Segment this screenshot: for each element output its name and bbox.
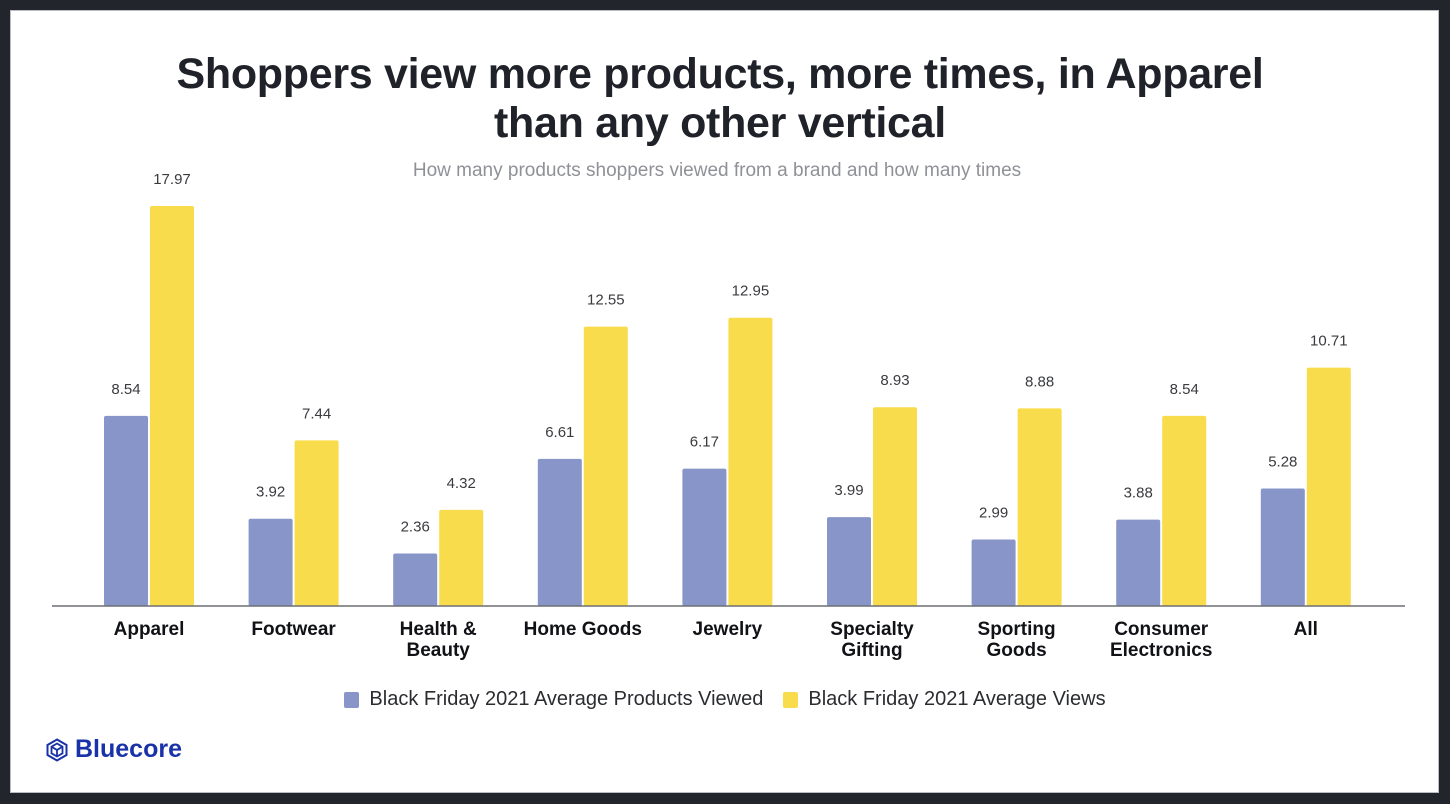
bar-views xyxy=(1162,415,1207,606)
data-label: 4.32 xyxy=(447,475,476,492)
bar-views xyxy=(150,206,194,606)
legend: Black Friday 2021 Average Products Viewe… xyxy=(0,688,1450,711)
bar-views xyxy=(873,407,917,606)
bar-views xyxy=(439,509,484,606)
bar-views xyxy=(728,317,773,606)
data-label: 6.17 xyxy=(690,434,719,451)
bar-views xyxy=(1306,367,1351,606)
bar-products-viewed xyxy=(104,415,148,606)
x-tick-label: Specialty xyxy=(830,619,914,640)
legend-item-views: Black Friday 2021 Average Views xyxy=(783,688,1106,711)
x-tick-label: Apparel xyxy=(114,619,185,640)
data-label: 5.28 xyxy=(1268,453,1297,470)
bar-views xyxy=(583,326,628,606)
bar-views xyxy=(1017,408,1062,606)
cube-icon xyxy=(46,737,68,762)
data-label: 3.92 xyxy=(256,484,285,501)
legend-label-views: Black Friday 2021 Average Views xyxy=(808,688,1106,710)
x-tick-label: Health & xyxy=(400,619,477,640)
legend-swatch-products-viewed xyxy=(344,691,360,708)
bar-products-viewed xyxy=(537,458,582,606)
legend-label-products-viewed: Black Friday 2021 Average Products Viewe… xyxy=(369,688,764,710)
data-label: 3.99 xyxy=(834,482,863,499)
bar-products-viewed xyxy=(1260,488,1305,606)
data-label: 17.97 xyxy=(153,171,191,188)
data-label: 10.71 xyxy=(1310,333,1348,350)
chart-subtitle: How many products shoppers viewed from a… xyxy=(412,160,1022,181)
x-tick-label: Gifting xyxy=(841,640,902,661)
x-tick-label: Jewelry xyxy=(693,619,763,640)
data-label: 8.93 xyxy=(880,372,909,389)
data-label: 2.99 xyxy=(979,504,1008,521)
x-tick-label: Consumer xyxy=(1114,619,1209,640)
data-label: 12.95 xyxy=(732,283,770,300)
data-label: 12.55 xyxy=(587,292,625,309)
bar-products-viewed xyxy=(827,517,871,606)
legend-item-products-viewed: Black Friday 2021 Average Products Viewe… xyxy=(344,688,763,711)
bar-products-viewed xyxy=(248,518,293,606)
bar-views xyxy=(294,440,339,606)
chart-title: Shoppers view more products, more times,… xyxy=(0,50,1440,148)
bar-products-viewed xyxy=(971,539,1016,606)
x-tick-label: Footwear xyxy=(251,619,336,640)
title-line-1: Shoppers view more products, more times,… xyxy=(176,50,1264,98)
data-label: 2.36 xyxy=(401,518,430,535)
x-tick-label: All xyxy=(1294,619,1318,640)
x-tick-label: Electronics xyxy=(1110,640,1212,661)
bar-products-viewed xyxy=(1116,519,1161,606)
x-tick-label: Sporting xyxy=(978,619,1056,640)
logo-text: Bluecore xyxy=(75,735,182,763)
chart-panel xyxy=(10,10,1439,793)
data-label: 6.61 xyxy=(545,424,574,441)
legend-swatch-views xyxy=(783,691,799,708)
bar-products-viewed xyxy=(393,553,438,606)
title-line-2: than any other vertical xyxy=(494,99,946,147)
data-label: 3.88 xyxy=(1124,485,1153,502)
data-label: 8.54 xyxy=(1170,381,1199,398)
bluecore-logo: Bluecore xyxy=(45,735,182,764)
data-label: 8.54 xyxy=(111,381,140,398)
x-tick-label: Goods xyxy=(987,640,1047,661)
x-tick-label: Home Goods xyxy=(524,619,642,640)
data-label: 7.44 xyxy=(302,405,331,422)
x-tick-label: Beauty xyxy=(407,640,471,661)
data-label: 8.88 xyxy=(1025,373,1054,390)
bar-products-viewed xyxy=(682,468,727,606)
